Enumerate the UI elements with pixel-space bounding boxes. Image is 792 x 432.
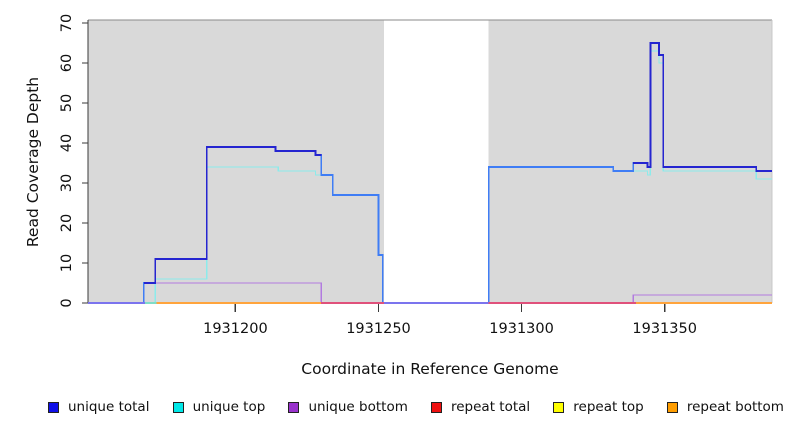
y-tick-label: 0 [59, 298, 75, 307]
legend-item: unique bottom [288, 399, 408, 415]
legend-label: unique top [192, 399, 266, 415]
series-line-unique-total [633, 42, 772, 172]
legend-label: unique bottom [308, 399, 408, 415]
y-tick-label: 60 [59, 54, 75, 72]
shaded-region [88, 20, 385, 303]
series-line-unique-total [143, 146, 322, 284]
x-tick-label: 1931200 [203, 321, 268, 337]
legend-swatch-icon [288, 401, 300, 413]
x-axis-title: Coordinate in Reference Genome [301, 360, 559, 378]
legend-label: repeat top [573, 399, 644, 415]
legend-swatch-icon [553, 401, 565, 413]
y-tick-label: 20 [59, 214, 75, 232]
legend-item: repeat total [430, 399, 531, 415]
y-tick-label: 50 [59, 94, 75, 112]
legend-item: repeat bottom [666, 399, 784, 415]
legend-swatch-icon [48, 401, 59, 413]
legend: unique total unique top unique bottom re… [48, 394, 784, 420]
legend-item: unique total [48, 399, 149, 415]
y-axis-title: Read Coverage Depth [24, 76, 42, 248]
legend-label: repeat total [450, 399, 531, 415]
y-tick-label: 30 [59, 174, 75, 192]
y-tick-label: 40 [59, 134, 75, 152]
legend-item: unique top [172, 399, 266, 415]
x-tick-label: 1931350 [632, 321, 697, 337]
legend-label: unique total [68, 399, 150, 415]
legend-swatch-icon [172, 401, 184, 413]
shaded-region [488, 20, 772, 303]
y-tick-label: 70 [59, 14, 75, 32]
legend-swatch-icon [666, 401, 678, 413]
y-tick-label: 10 [59, 254, 75, 272]
x-tick-label: 1931300 [489, 321, 554, 337]
legend-swatch-icon [430, 401, 442, 413]
legend-label: repeat bottom [686, 399, 784, 415]
legend-item: repeat top [553, 399, 644, 415]
x-tick-label: 1931250 [346, 321, 411, 337]
